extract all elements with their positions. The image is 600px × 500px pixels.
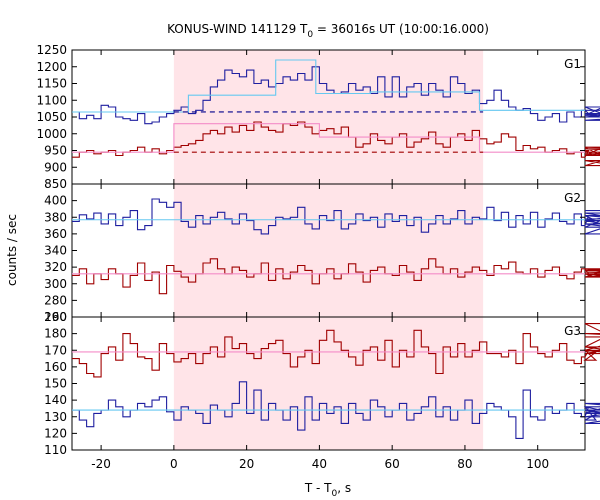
g1-ytick-label: 1000 bbox=[36, 127, 67, 141]
g1-ytick-label: 1100 bbox=[36, 93, 67, 107]
g3-ytick-label: 120 bbox=[44, 426, 67, 440]
g1-ytick-label: 1200 bbox=[36, 60, 67, 74]
g3-ytick-label: 170 bbox=[44, 343, 67, 357]
g3-ytick-label: 160 bbox=[44, 360, 67, 374]
g3-ytick-label: 140 bbox=[44, 393, 67, 407]
xtick-label: 60 bbox=[385, 457, 400, 471]
title-subscript: 0 bbox=[307, 30, 313, 40]
g3-red-step-line bbox=[72, 323, 600, 378]
xtick-label: 40 bbox=[312, 457, 327, 471]
g2-ytick-label: 280 bbox=[44, 293, 67, 307]
axes-group: 850900950100010501100115012001250G126028… bbox=[36, 43, 585, 471]
title-main: KONUS-WIND 141129 T bbox=[167, 22, 308, 36]
chart-title: KONUS-WIND 141129 T0 = 36016s UT (10:00:… bbox=[167, 22, 489, 40]
g2-ytick-label: 260 bbox=[44, 310, 67, 324]
g2-blue-step-line bbox=[72, 198, 600, 235]
g2-ytick-label: 360 bbox=[44, 227, 67, 241]
g1-blue-step-line bbox=[72, 66, 600, 125]
g3-ytick-label: 130 bbox=[44, 410, 67, 424]
g1-ytick-label: 950 bbox=[44, 144, 67, 158]
xlabel-rest: , s bbox=[337, 481, 351, 495]
g2-red-step-line bbox=[72, 258, 600, 295]
xlabel-main: T - T bbox=[304, 481, 332, 495]
title-rest: = 36016s UT (10:00:16.000) bbox=[313, 22, 489, 36]
g1-red-step-line bbox=[72, 121, 600, 167]
x-axis-label: T - T0, s bbox=[304, 481, 351, 499]
shaded-intervals bbox=[173, 50, 484, 450]
g1-ytick-label: 900 bbox=[44, 160, 67, 174]
xlabel-subscript: 0 bbox=[332, 489, 338, 499]
y-axis-label: counts / sec bbox=[5, 214, 19, 286]
xtick-label: 20 bbox=[239, 457, 254, 471]
g2-ytick-label: 320 bbox=[44, 260, 67, 274]
g1-blue-model-line bbox=[72, 59, 585, 113]
xtick-label: 0 bbox=[170, 457, 178, 471]
g1-red-model-line bbox=[72, 123, 585, 153]
g3-ytick-label: 110 bbox=[44, 443, 67, 457]
g1-ytick-label: 850 bbox=[44, 177, 67, 191]
panel-label-g3: G3 bbox=[564, 324, 581, 338]
g1-ytick-label: 1150 bbox=[36, 77, 67, 91]
g2-ytick-label: 380 bbox=[44, 210, 67, 224]
series-group bbox=[72, 59, 600, 439]
panel-label-g2: G2 bbox=[564, 191, 581, 205]
xtick-label: -20 bbox=[91, 457, 111, 471]
xtick-label: 80 bbox=[457, 457, 472, 471]
shaded-interval-g1 bbox=[173, 50, 484, 184]
g1-ytick-label: 1250 bbox=[36, 43, 67, 57]
xtick-label: 100 bbox=[526, 457, 549, 471]
shaded-interval-g2 bbox=[173, 184, 484, 317]
panel-label-g1: G1 bbox=[564, 57, 581, 71]
g2-ytick-label: 300 bbox=[44, 277, 67, 291]
g1-ytick-label: 1050 bbox=[36, 110, 67, 124]
shaded-interval-g3 bbox=[173, 317, 484, 450]
g2-ytick-label: 340 bbox=[44, 244, 67, 258]
g3-ytick-label: 190 bbox=[44, 310, 67, 324]
g2-ytick-label: 400 bbox=[44, 194, 67, 208]
g3-ytick-label: 150 bbox=[44, 377, 67, 391]
g3-ytick-label: 180 bbox=[44, 327, 67, 341]
